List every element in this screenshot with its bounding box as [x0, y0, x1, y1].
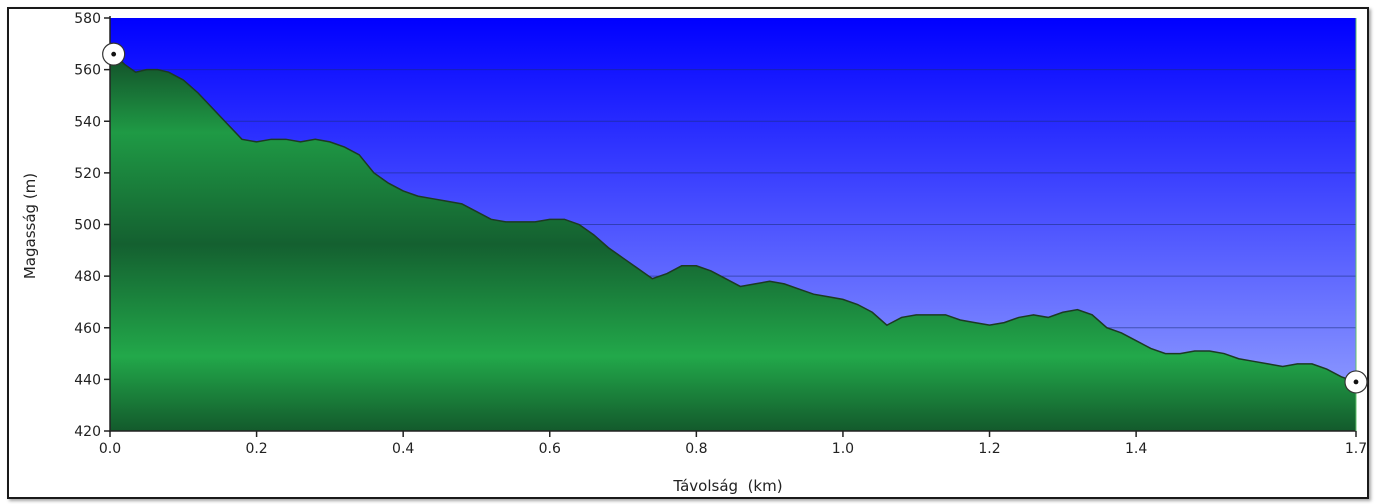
y-tick-label: 580 — [74, 11, 101, 27]
start-marker[interactable] — [102, 42, 126, 66]
y-tick-label: 560 — [74, 63, 101, 79]
y-tick-label: 520 — [74, 166, 101, 182]
y-tick-label: 480 — [74, 269, 101, 285]
x-axis-label: Távolság (km) — [672, 477, 782, 495]
start-marker-dot — [111, 51, 117, 57]
elevation-area — [110, 54, 1356, 431]
y-tick-label: 500 — [74, 218, 101, 234]
elevation-line — [110, 53, 1357, 383]
y-tick-label: 420 — [74, 424, 101, 440]
end-marker-dot — [1353, 379, 1359, 385]
y-tick-label: 440 — [74, 372, 101, 388]
x-axis-ticks: 0.0 0.2 0.4 0.6 0.8 1.0 1.2 1.4 1.7 — [99, 431, 1367, 457]
y-axis-ticks: 420 440 460 480 500 520 540 560 580 — [74, 11, 110, 440]
x-tick-label: 0.2 — [245, 441, 267, 457]
x-tick-label: 1.7 — [1345, 441, 1367, 457]
y-tick-label: 460 — [74, 321, 101, 337]
route-markers — [102, 42, 1368, 394]
x-tick-label: 0.4 — [392, 441, 414, 457]
end-marker[interactable] — [1344, 370, 1368, 394]
y-axis-label: Magasság (m) — [21, 173, 39, 279]
x-tick-label: 1.2 — [978, 441, 1000, 457]
x-tick-label: 1.0 — [832, 441, 854, 457]
x-tick-label: 0.0 — [99, 441, 121, 457]
y-tick-label: 540 — [74, 114, 101, 130]
x-tick-label: 0.6 — [539, 441, 561, 457]
x-tick-label: 1.4 — [1125, 441, 1147, 457]
x-tick-label: 0.8 — [685, 441, 707, 457]
